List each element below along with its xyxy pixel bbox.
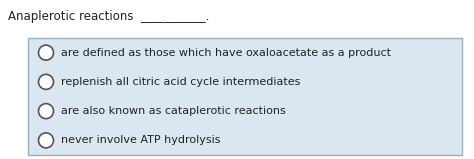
Ellipse shape [38,104,54,119]
Ellipse shape [38,45,54,60]
Text: Anaplerotic reactions  ___________.: Anaplerotic reactions ___________. [8,10,210,23]
Ellipse shape [38,133,54,148]
Text: are also known as cataplerotic reactions: are also known as cataplerotic reactions [62,106,286,116]
FancyBboxPatch shape [28,38,462,155]
Text: are defined as those which have oxaloacetate as a product: are defined as those which have oxaloace… [62,48,392,58]
Text: replenish all citric acid cycle intermediates: replenish all citric acid cycle intermed… [62,77,301,87]
Ellipse shape [38,74,54,89]
Text: never involve ATP hydrolysis: never involve ATP hydrolysis [62,135,221,145]
